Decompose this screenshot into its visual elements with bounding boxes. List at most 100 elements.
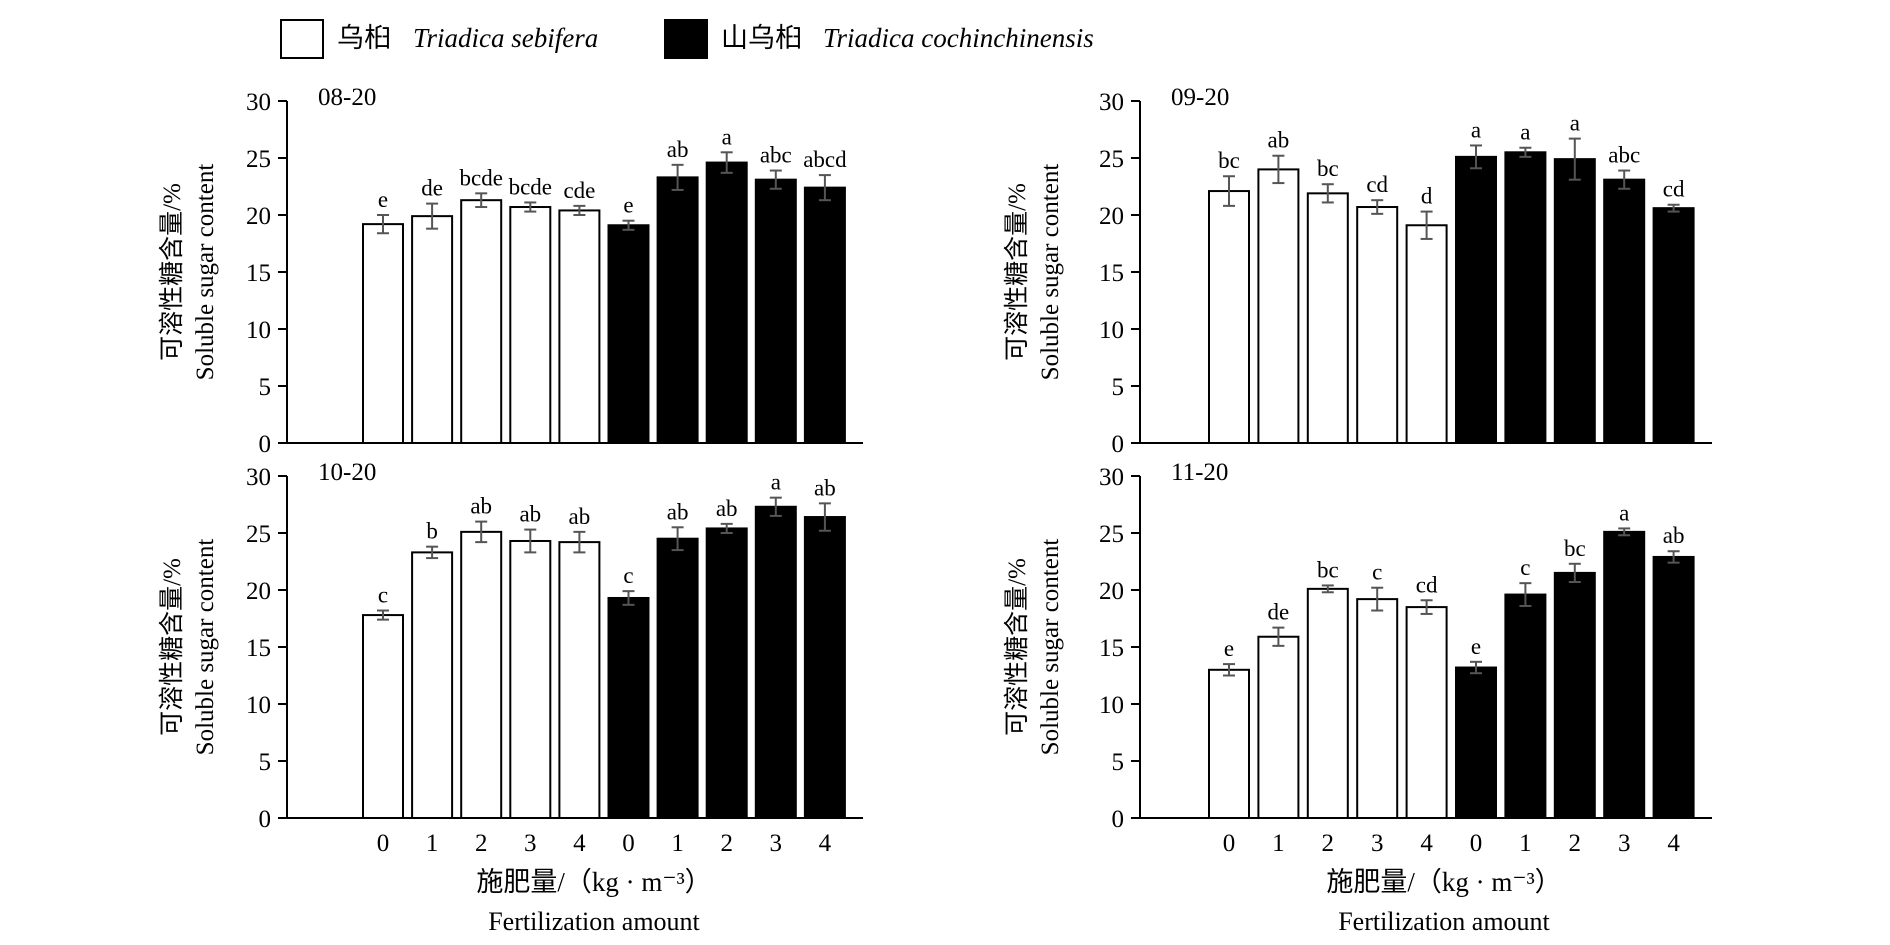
significance-letter: abcd xyxy=(803,147,847,172)
bar-cochinchinensis xyxy=(656,176,699,444)
bar-sebifera xyxy=(509,206,552,444)
legend: 乌桕 Triadica sebifera 山乌桕 Triadica cochin… xyxy=(280,19,1094,59)
significance-letter: cde xyxy=(563,178,595,203)
y-tick-label: 25 xyxy=(246,146,271,173)
significance-letter: ab xyxy=(1663,523,1685,548)
significance-letter: ab xyxy=(1268,128,1290,153)
bar-cochinchinensis xyxy=(1652,207,1695,444)
significance-letter: cd xyxy=(1366,172,1388,197)
y-axis-label-cn: 可溶性糖含量/% xyxy=(1003,183,1031,361)
significance-letter: c xyxy=(1520,555,1530,580)
y-tick-label: 10 xyxy=(1099,317,1124,344)
bar-cochinchinensis xyxy=(1504,151,1547,445)
bar-sebifera xyxy=(1356,598,1399,819)
bar-cochinchinensis xyxy=(1553,571,1596,820)
significance-letter: c xyxy=(1372,560,1382,585)
bar-cochinchinensis xyxy=(803,516,846,819)
x-axis-label-right: 施肥量/（kg · m⁻³） Fertilization amount xyxy=(1326,867,1561,936)
significance-letter: e xyxy=(1224,636,1234,661)
legend-label-sebifera-cn: 乌桕 xyxy=(337,23,391,54)
panel-title: 09-20 xyxy=(1171,84,1229,111)
bar-cochinchinensis xyxy=(1455,155,1497,445)
x-axis-label-cn-right: 施肥量/（kg · m⁻³） xyxy=(1326,867,1561,897)
y-tick-label: 25 xyxy=(1099,146,1124,173)
y-tick-label: 30 xyxy=(1099,464,1124,491)
bar-sebifera xyxy=(362,223,404,444)
x-tick-label: 4 xyxy=(819,830,832,857)
x-tick-label: 1 xyxy=(671,830,684,857)
y-tick-label: 20 xyxy=(1099,578,1124,605)
significance-letter: a xyxy=(1619,500,1629,525)
significance-letter: d xyxy=(1421,184,1433,209)
x-tick-label: 2 xyxy=(720,830,733,857)
significance-letter: ab xyxy=(519,502,541,527)
significance-letter: a xyxy=(771,470,781,495)
bar-cochinchinensis xyxy=(1603,530,1646,819)
bar-cochinchinensis xyxy=(607,224,650,444)
x-tick-label: 3 xyxy=(1618,830,1631,857)
y-tick-label: 10 xyxy=(1099,692,1124,719)
x-tick-label: 1 xyxy=(426,830,439,857)
bar-sebifera xyxy=(1208,668,1250,819)
bar-sebifera xyxy=(411,215,454,444)
significance-letter: a xyxy=(1570,111,1580,136)
significance-letter: bc xyxy=(1218,148,1240,173)
bar-sebifera xyxy=(411,551,454,819)
legend-swatch-cochinchinensis xyxy=(664,19,708,59)
y-axis-label-en: Soluble sugar content xyxy=(192,539,219,756)
y-tick-label: 10 xyxy=(246,692,271,719)
x-tick-label: 4 xyxy=(573,830,586,857)
y-axis-label-en: Soluble sugar content xyxy=(1037,164,1064,381)
significance-letter: ab xyxy=(814,475,836,500)
x-tick-label: 3 xyxy=(770,830,783,857)
legend-label-cochinchinensis-latin: Triadica cochinchinensis xyxy=(823,23,1094,53)
legend-label-sebifera-latin: Triadica sebifera xyxy=(413,23,598,53)
y-tick-label: 25 xyxy=(246,521,271,548)
x-tick-label: 0 xyxy=(1470,830,1483,857)
y-tick-label: 15 xyxy=(1099,635,1124,662)
x-axis-label-left: 施肥量/（kg · m⁻³） Fertilization amount xyxy=(476,867,711,936)
significance-letter: de xyxy=(421,176,443,201)
x-tick-label: 3 xyxy=(1371,830,1384,857)
bar-sebifera xyxy=(509,539,552,819)
y-axis-label-en: Soluble sugar content xyxy=(1037,539,1064,756)
legend-label-cochinchinensis-cn: 山乌桕 xyxy=(721,23,802,54)
y-tick-label: 0 xyxy=(1112,806,1125,833)
y-tick-label: 0 xyxy=(1112,431,1125,458)
bar-cochinchinensis xyxy=(705,161,748,444)
chart-panel-08-20: 0 5 10 15 20 25 30 08-20 可溶性糖含量/% Soluble sugar c… xyxy=(158,84,863,458)
bar-cochinchinensis xyxy=(754,505,797,819)
x-tick-label: 0 xyxy=(377,830,390,857)
significance-letter: bcde xyxy=(509,174,552,199)
chart-panel-09-20: 0 5 10 15 20 25 30 09-20 可溶性糖含量/% Soluble sugar c… xyxy=(1003,84,1712,458)
y-tick-label: 5 xyxy=(259,749,272,776)
significance-letter: b xyxy=(426,519,438,544)
significance-letter: bc xyxy=(1564,536,1586,561)
significance-letter: c xyxy=(623,563,633,588)
significance-letter: ab xyxy=(667,137,689,162)
bar-sebifera xyxy=(362,614,404,820)
bar-sebifera xyxy=(558,209,601,444)
significance-letter: ab xyxy=(667,499,689,524)
significance-letter: de xyxy=(1268,600,1290,625)
significance-letter: e xyxy=(378,187,388,212)
y-tick-label: 15 xyxy=(246,260,271,287)
significance-letter: abc xyxy=(1608,143,1640,168)
y-tick-label: 30 xyxy=(246,464,271,491)
y-tick-label: 15 xyxy=(1099,260,1124,287)
bar-cochinchinensis xyxy=(1553,158,1596,444)
y-tick-label: 10 xyxy=(246,317,271,344)
bar-sebifera xyxy=(558,541,601,819)
bar-sebifera xyxy=(1306,192,1349,444)
bar-cochinchinensis xyxy=(1455,666,1497,820)
x-axis-label-cn-left: 施肥量/（kg · m⁻³） xyxy=(476,867,711,897)
significance-letter: cd xyxy=(1416,572,1438,597)
bar-cochinchinensis xyxy=(656,537,699,819)
y-tick-label: 30 xyxy=(1099,89,1124,116)
significance-letter: abc xyxy=(760,143,792,168)
x-tick-label: 1 xyxy=(1519,830,1532,857)
y-tick-label: 5 xyxy=(259,374,272,401)
